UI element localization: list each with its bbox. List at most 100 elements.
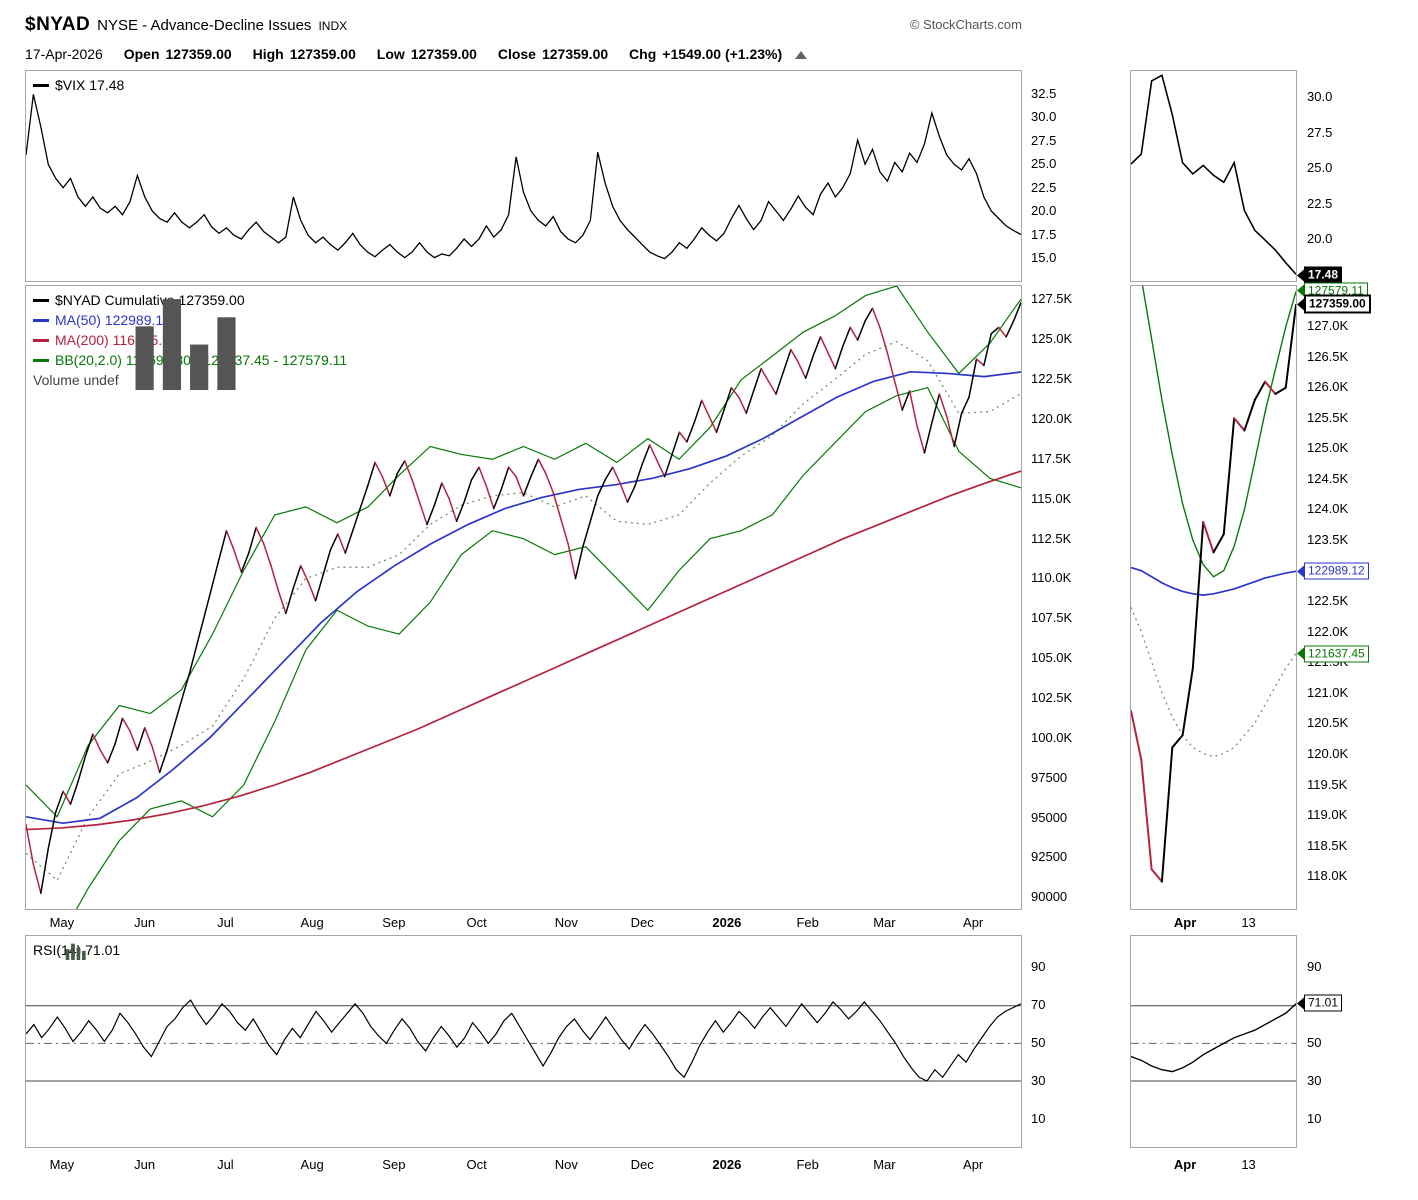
zoom-x-axis: Apr 13 bbox=[1130, 915, 1297, 932]
y-axis-label: 97500 bbox=[1031, 769, 1068, 785]
price-tag: 127359.00 bbox=[1297, 294, 1371, 314]
y-axis-label: 122.5K bbox=[1031, 371, 1073, 387]
rsi-chart bbox=[26, 999, 1021, 1082]
y-axis-label: 10 bbox=[1307, 1111, 1322, 1127]
y-axis-label: 100.0K bbox=[1031, 729, 1073, 745]
y-axis-label: 118.0K bbox=[1307, 868, 1348, 884]
x-axis-label: Feb bbox=[796, 915, 819, 930]
y-axis-label: 127.0K bbox=[1307, 317, 1349, 333]
x-axis-label: Jul bbox=[217, 915, 234, 930]
rsi-indicator-icon bbox=[65, 943, 86, 960]
y-axis-label: 30.0 bbox=[1307, 89, 1333, 105]
y-axis-label: 50 bbox=[1031, 1035, 1046, 1051]
y-axis-label: 27.5 bbox=[1031, 132, 1057, 148]
y-axis-label: 107.5K bbox=[1031, 610, 1073, 626]
rsi-zoom-chart bbox=[1131, 1003, 1296, 1082]
y-axis-label: 95000 bbox=[1031, 809, 1068, 825]
x-axis-label: Jun bbox=[134, 1157, 156, 1172]
rsi-zoom-panel bbox=[1130, 935, 1297, 1148]
x-axis-label: Aug bbox=[300, 915, 324, 930]
y-axis-label: 30.0 bbox=[1031, 109, 1057, 125]
volume-legend-label: Volume undef bbox=[33, 372, 119, 388]
x-axis-label: Nov bbox=[554, 1157, 578, 1172]
open-label: Open bbox=[123, 46, 160, 62]
x-axis-label: Apr bbox=[1173, 915, 1197, 930]
x-axis-label: Aug bbox=[300, 1157, 324, 1172]
rsi-zoom-x-axis: Apr 13 bbox=[1130, 1157, 1297, 1174]
volume-bars-icon bbox=[135, 299, 236, 390]
main-chart bbox=[26, 286, 1021, 909]
y-axis-label: 121.0K bbox=[1307, 684, 1349, 700]
y-axis-label: 125.0K bbox=[1031, 331, 1073, 347]
main-chart-panel: $NYAD Cumulative 127359.00 MA(50) 122989… bbox=[25, 285, 1022, 910]
change-up-icon bbox=[795, 51, 808, 59]
x-axis-label: Nov bbox=[554, 915, 578, 930]
y-axis-label: 123.5K bbox=[1307, 532, 1349, 547]
y-axis-label: 124.0K bbox=[1307, 501, 1349, 517]
main-zoom-y-axis: 127.0K 126.5K 126.0K 125.5K 125.0K 124.5K 124.… bbox=[1302, 285, 1382, 910]
close-label: Close bbox=[497, 46, 536, 62]
x-axis-label: Sep bbox=[382, 915, 406, 930]
y-axis-label: 30 bbox=[1031, 1073, 1046, 1089]
change-label: Chg bbox=[629, 46, 657, 62]
y-axis-label: 15.0 bbox=[1031, 250, 1057, 266]
rsi-legend: RSI(14) 71.01 bbox=[33, 940, 120, 960]
y-axis-label: 22.5 bbox=[1307, 195, 1333, 211]
y-axis-label: 92500 bbox=[1031, 849, 1068, 865]
y-axis-label: 115.0K bbox=[1031, 490, 1072, 506]
y-axis-label: 118.5K bbox=[1307, 837, 1348, 853]
y-axis-label: 22.5 bbox=[1031, 179, 1057, 195]
x-axis-label: Dec bbox=[630, 1157, 654, 1172]
vix-line-swatch bbox=[33, 83, 49, 87]
low-value: 127359.00 bbox=[410, 46, 477, 62]
y-axis-label: 127.5K bbox=[1031, 291, 1073, 307]
price-tag: 122989.12 bbox=[1297, 562, 1369, 580]
vix-chart bbox=[26, 94, 1021, 260]
rsi-y-axis: 90 70 50 30 10 bbox=[1026, 935, 1098, 1148]
x-axis-label: Oct bbox=[466, 1157, 487, 1172]
main-zoom-panel bbox=[1130, 285, 1297, 910]
x-axis-label: Mar bbox=[873, 915, 896, 930]
price-line-swatch bbox=[33, 298, 49, 302]
y-axis-label: 90000 bbox=[1031, 889, 1068, 905]
x-axis-label: Jun bbox=[134, 915, 156, 930]
rsi-zoom-tags: 71.01 bbox=[1297, 935, 1407, 1148]
x-axis-label: 2026 bbox=[712, 915, 742, 930]
x-axis-label: Apr bbox=[963, 915, 984, 930]
index-type: INDX bbox=[318, 19, 348, 33]
stockcharts-credit-link[interactable]: © StockCharts.com bbox=[909, 17, 1022, 32]
y-axis-label: 20.0 bbox=[1307, 231, 1333, 247]
x-axis-label: Apr bbox=[963, 1157, 984, 1172]
y-axis-label: 112.5K bbox=[1031, 530, 1072, 546]
price-legend-label: $NYAD Cumulative 127359.00 bbox=[55, 292, 245, 308]
y-axis-label: 50 bbox=[1307, 1035, 1322, 1051]
y-axis-label: 10 bbox=[1031, 1111, 1046, 1127]
y-axis-label: 117.5K bbox=[1031, 450, 1072, 466]
main-zoom-tags: 127579.11 127359.00 122989.12 121637.45 bbox=[1297, 282, 1407, 910]
vix-zoom-tags: 17.48 bbox=[1297, 70, 1407, 284]
change-value: +1549.00 (+1.23%) bbox=[662, 46, 783, 62]
y-axis-label: 120.5K bbox=[1307, 715, 1349, 731]
vix-legend: $VIX 17.48 bbox=[33, 75, 124, 95]
y-axis-label: 122.0K bbox=[1307, 623, 1349, 639]
price-tag: 71.01 bbox=[1297, 994, 1343, 1012]
main-y-axis: 127.5K 125.0K 122.5K 120.0K 117.5K 115.0K 112.… bbox=[1026, 285, 1098, 910]
rsi-zoom-y-axis: 90 50 30 10 bbox=[1302, 935, 1382, 1148]
vix-zoom-chart bbox=[1131, 74, 1296, 275]
y-axis-label: 125.0K bbox=[1307, 440, 1349, 456]
quote-row: 17-Apr-2026 Open 127359.00 High 127359.00 … bbox=[25, 46, 1085, 66]
open-value: 127359.00 bbox=[165, 46, 232, 62]
y-axis-label: 124.5K bbox=[1307, 470, 1349, 486]
vix-zoom-y-axis: 30.0 27.5 25.0 22.5 20.0 bbox=[1302, 70, 1382, 282]
y-axis-label: 25.0 bbox=[1031, 156, 1057, 172]
rsi-panel: RSI(14) 71.01 bbox=[25, 935, 1022, 1148]
main-zoom-chart bbox=[1131, 286, 1296, 883]
y-axis-label: 105.0K bbox=[1031, 650, 1073, 666]
y-axis-label: 102.5K bbox=[1031, 689, 1073, 705]
y-axis-label: 110.0K bbox=[1031, 570, 1072, 586]
y-axis-label: 119.0K bbox=[1307, 807, 1348, 823]
x-axis-label: Mar bbox=[873, 1157, 896, 1172]
main-legend: $NYAD Cumulative 127359.00 MA(50) 122989… bbox=[33, 290, 347, 390]
x-axis-label: Jul bbox=[217, 1157, 234, 1172]
